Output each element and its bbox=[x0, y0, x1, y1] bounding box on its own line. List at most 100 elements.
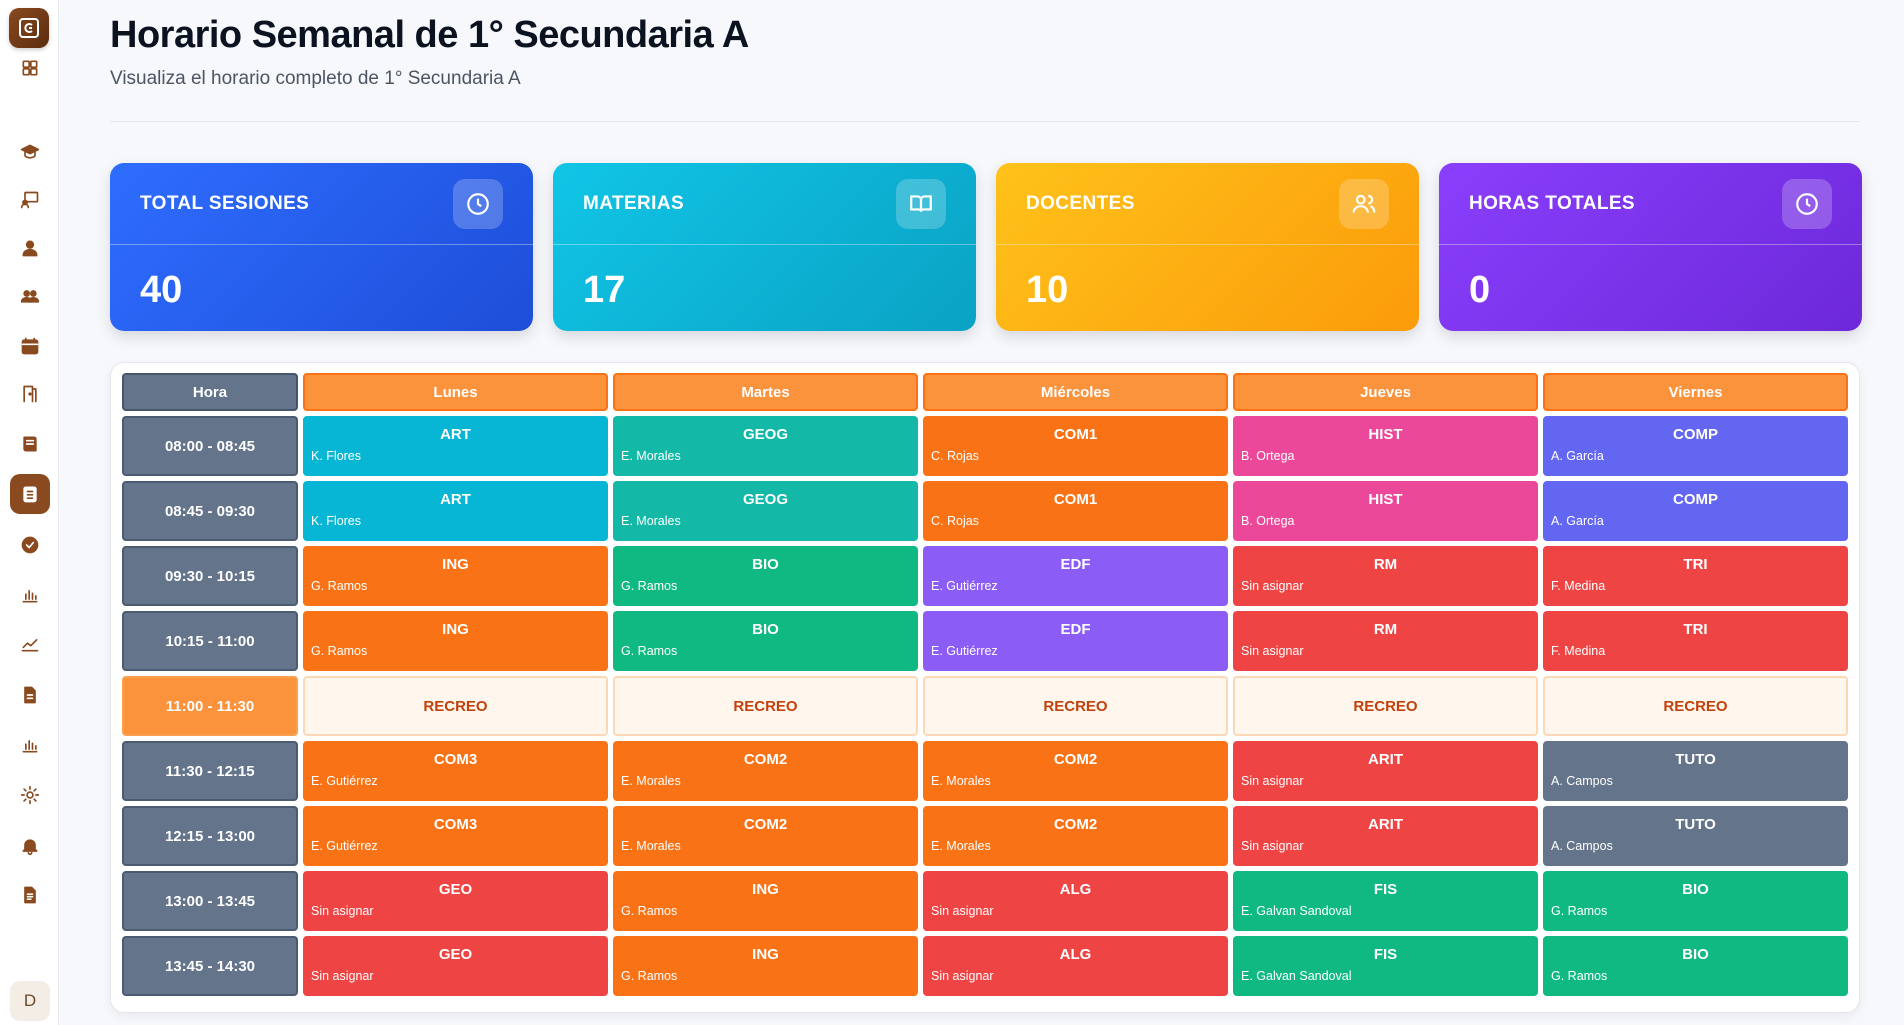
schedule-cell[interactable]: FIS E. Galvan Sandoval bbox=[1233, 936, 1538, 996]
clock-icon bbox=[453, 178, 503, 229]
schedule-cell[interactable]: GEOG E. Morales bbox=[613, 481, 918, 541]
sidebar-item-door[interactable] bbox=[10, 374, 50, 414]
teacher-name: F. Medina bbox=[1551, 644, 1606, 658]
subject-code: COMP bbox=[1673, 491, 1718, 508]
schedule-cell[interactable]: COM2 E. Morales bbox=[613, 741, 918, 801]
subject-code: ING bbox=[442, 556, 469, 573]
stat-value: 10 bbox=[1026, 269, 1069, 311]
subject-code: COM1 bbox=[1053, 491, 1098, 508]
schedule-cell[interactable]: COM1 C. Rojas bbox=[923, 416, 1228, 476]
check-circle-icon bbox=[21, 536, 39, 554]
gear-icon bbox=[20, 785, 40, 805]
schedule-cell[interactable]: ARIT Sin asignar bbox=[1233, 806, 1538, 866]
stat-label: DOCENTES bbox=[1026, 192, 1135, 214]
file-icon bbox=[24, 686, 36, 704]
sidebar-item-chalkboard-teacher[interactable] bbox=[10, 180, 50, 220]
schedule-cell[interactable]: COM3 E. Gutiérrez bbox=[303, 741, 608, 801]
calendar-icon bbox=[21, 337, 39, 355]
stat-label: MATERIAS bbox=[583, 192, 685, 214]
app-logo[interactable] bbox=[9, 8, 49, 48]
subject-code: ART bbox=[440, 491, 471, 508]
schedule-cell[interactable]: COMP A. García bbox=[1543, 481, 1848, 541]
teacher-name: A. García bbox=[1551, 449, 1604, 463]
header-day: Lunes bbox=[303, 373, 608, 411]
schedule-cell[interactable]: TUTO A. Campos bbox=[1543, 806, 1848, 866]
schedule-cell[interactable]: HIST B. Ortega bbox=[1233, 416, 1538, 476]
subject-code: COM2 bbox=[1053, 751, 1098, 768]
recess-cell: RECREO bbox=[303, 676, 608, 736]
subject-code: COM2 bbox=[743, 751, 788, 768]
schedule-cell[interactable]: BIO G. Ramos bbox=[613, 611, 918, 671]
schedule-cell[interactable]: EDF E. Gutiérrez bbox=[923, 611, 1228, 671]
teacher-name: Sin asignar bbox=[1241, 579, 1304, 593]
subject-code: COM3 bbox=[433, 816, 478, 833]
schedule-cell[interactable]: RM Sin asignar bbox=[1233, 546, 1538, 606]
teacher-name: Sin asignar bbox=[1241, 774, 1304, 788]
schedule-cell[interactable]: COM2 E. Morales bbox=[613, 806, 918, 866]
schedule-cell[interactable]: EDF E. Gutiérrez bbox=[923, 546, 1228, 606]
schedule-cell[interactable]: GEO Sin asignar bbox=[303, 936, 608, 996]
dashboard-icon bbox=[22, 60, 38, 76]
schedule-cell[interactable]: ALG Sin asignar bbox=[923, 936, 1228, 996]
teacher-name: E. Morales bbox=[621, 839, 681, 853]
sidebar-item-line-chart[interactable] bbox=[10, 624, 50, 664]
time-slot: 10:15 - 11:00 bbox=[122, 611, 298, 671]
sidebar-item-book[interactable] bbox=[10, 424, 50, 464]
subject-code: ING bbox=[752, 881, 779, 898]
schedule-cell[interactable]: RM Sin asignar bbox=[1233, 611, 1538, 671]
sidebar-item-bar-chart[interactable] bbox=[10, 725, 50, 765]
schedule-cell[interactable]: ING G. Ramos bbox=[303, 611, 608, 671]
sidebar-item-bell[interactable] bbox=[10, 826, 50, 866]
bell-icon bbox=[22, 839, 38, 856]
schedule-cell[interactable]: ARIT Sin asignar bbox=[1233, 741, 1538, 801]
schedule-cell[interactable]: BIO G. Ramos bbox=[1543, 936, 1848, 996]
schedule-cell[interactable]: GEO Sin asignar bbox=[303, 871, 608, 931]
clock-icon bbox=[1782, 178, 1832, 229]
sidebar-item-bar-chart[interactable] bbox=[10, 575, 50, 615]
teacher-name: E. Gutiérrez bbox=[931, 579, 998, 593]
subject-code: GEO bbox=[438, 881, 473, 898]
stat-value: 17 bbox=[583, 269, 626, 311]
schedule-cell[interactable]: ALG Sin asignar bbox=[923, 871, 1228, 931]
recess-cell: RECREO bbox=[613, 676, 918, 736]
sidebar-item-calendar[interactable] bbox=[10, 326, 50, 366]
schedule-cell[interactable]: TRI F. Medina bbox=[1543, 611, 1848, 671]
schedule-cell[interactable]: BIO G. Ramos bbox=[613, 546, 918, 606]
sidebar-item-user[interactable] bbox=[10, 228, 50, 268]
schedule-cell[interactable]: COM2 E. Morales bbox=[923, 741, 1228, 801]
teacher-name: E. Galvan Sandoval bbox=[1241, 969, 1352, 983]
time-slot: 09:30 - 10:15 bbox=[122, 546, 298, 606]
sidebar-item-dashboard[interactable] bbox=[10, 48, 50, 88]
subject-code: COMP bbox=[1673, 426, 1718, 443]
schedule-cell[interactable]: TUTO A. Campos bbox=[1543, 741, 1848, 801]
sidebar-item-clipboard-list[interactable] bbox=[10, 474, 50, 514]
schedule-cell[interactable]: ART K. Flores bbox=[303, 416, 608, 476]
door-icon bbox=[23, 385, 37, 403]
schedule-cell[interactable]: BIO G. Ramos bbox=[1543, 871, 1848, 931]
teacher-name: E. Gutiérrez bbox=[931, 644, 998, 658]
schedule-cell[interactable]: TRI F. Medina bbox=[1543, 546, 1848, 606]
header-hora: Hora bbox=[122, 373, 298, 411]
header-day: Miércoles bbox=[923, 373, 1228, 411]
schedule-cell[interactable]: ING G. Ramos bbox=[303, 546, 608, 606]
schedule-cell[interactable]: ING G. Ramos bbox=[613, 871, 918, 931]
teacher-name: Sin asignar bbox=[1241, 839, 1304, 853]
schedule-cell[interactable]: COM3 E. Gutiérrez bbox=[303, 806, 608, 866]
schedule-cell[interactable]: COM2 E. Morales bbox=[923, 806, 1228, 866]
subject-code: BIO bbox=[1682, 881, 1709, 898]
sidebar-item-graduation-cap[interactable] bbox=[10, 132, 50, 172]
schedule-cell[interactable]: FIS E. Galvan Sandoval bbox=[1233, 871, 1538, 931]
sidebar-item-file-text[interactable] bbox=[10, 875, 50, 915]
schedule-cell[interactable]: ING G. Ramos bbox=[613, 936, 918, 996]
avatar[interactable]: D bbox=[10, 981, 50, 1021]
sidebar-item-check-circle[interactable] bbox=[10, 525, 50, 565]
sidebar-item-file[interactable] bbox=[10, 675, 50, 715]
schedule-cell[interactable]: ART K. Flores bbox=[303, 481, 608, 541]
schedule-cell[interactable]: COMP A. García bbox=[1543, 416, 1848, 476]
sidebar-item-users[interactable] bbox=[10, 276, 50, 316]
schedule-cell[interactable]: HIST B. Ortega bbox=[1233, 481, 1538, 541]
sidebar-item-gear[interactable] bbox=[10, 775, 50, 815]
schedule-cell[interactable]: COM1 C. Rojas bbox=[923, 481, 1228, 541]
schedule-cell[interactable]: GEOG E. Morales bbox=[613, 416, 918, 476]
subject-code: FIS bbox=[1373, 946, 1398, 963]
